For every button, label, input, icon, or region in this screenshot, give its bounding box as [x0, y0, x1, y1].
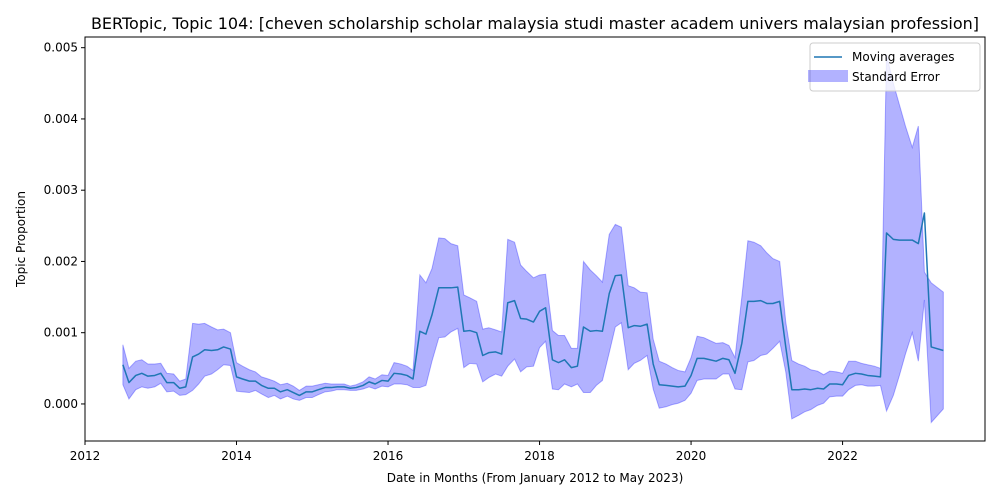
moving-averages-line	[122, 212, 944, 397]
legend: Moving averages Standard Error	[808, 42, 981, 92]
band-layer	[122, 54, 944, 424]
line-layer	[122, 212, 944, 397]
y-tick-label: 0.005	[44, 41, 78, 55]
x-tick-label: 2022	[827, 449, 858, 463]
y-axis-label: Topic Proportion	[14, 191, 28, 288]
x-tick-label: 2018	[524, 449, 555, 463]
y-tick-label: 0.000	[44, 397, 78, 411]
y-tick-label: 0.003	[44, 183, 78, 197]
x-tick-label: 2012	[70, 449, 101, 463]
x-tick-label: 2020	[676, 449, 707, 463]
x-axis-label: Date in Months (From January 2012 to May…	[387, 471, 684, 485]
y-axis: 0.000 0.001 0.002 0.003 0.004 0.005	[44, 41, 85, 411]
y-tick-label: 0.001	[44, 326, 78, 340]
y-tick-label: 0.002	[44, 254, 78, 268]
standard-error-band	[122, 54, 944, 424]
y-tick-label: 0.004	[44, 112, 78, 126]
plot-area-frame	[84, 36, 986, 442]
x-tick-label: 2016	[373, 449, 404, 463]
legend-frame	[809, 42, 981, 92]
legend-label-moving-averages: Moving averages	[852, 50, 955, 64]
x-axis: 2012 2014 2016 2018 2020 2022	[70, 441, 858, 463]
chart-title: BERTopic, Topic 104: [cheven scholarship…	[91, 14, 979, 33]
x-tick-label: 2014	[221, 449, 252, 463]
legend-label-standard-error: Standard Error	[852, 70, 940, 84]
legend-band-swatch	[808, 70, 848, 82]
